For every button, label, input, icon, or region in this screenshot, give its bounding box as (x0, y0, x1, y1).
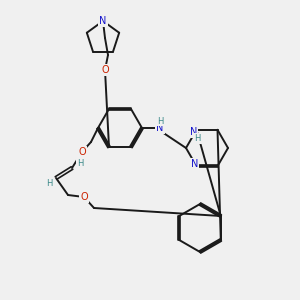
Text: N: N (99, 16, 107, 26)
Text: N: N (156, 123, 164, 133)
Text: O: O (101, 65, 109, 75)
Text: H: H (194, 134, 201, 143)
Text: H: H (77, 158, 83, 167)
Text: H: H (157, 116, 163, 125)
Text: O: O (80, 192, 88, 202)
Text: N: N (190, 127, 197, 137)
Text: N: N (191, 159, 198, 169)
Text: H: H (46, 178, 52, 188)
Text: O: O (78, 147, 86, 157)
